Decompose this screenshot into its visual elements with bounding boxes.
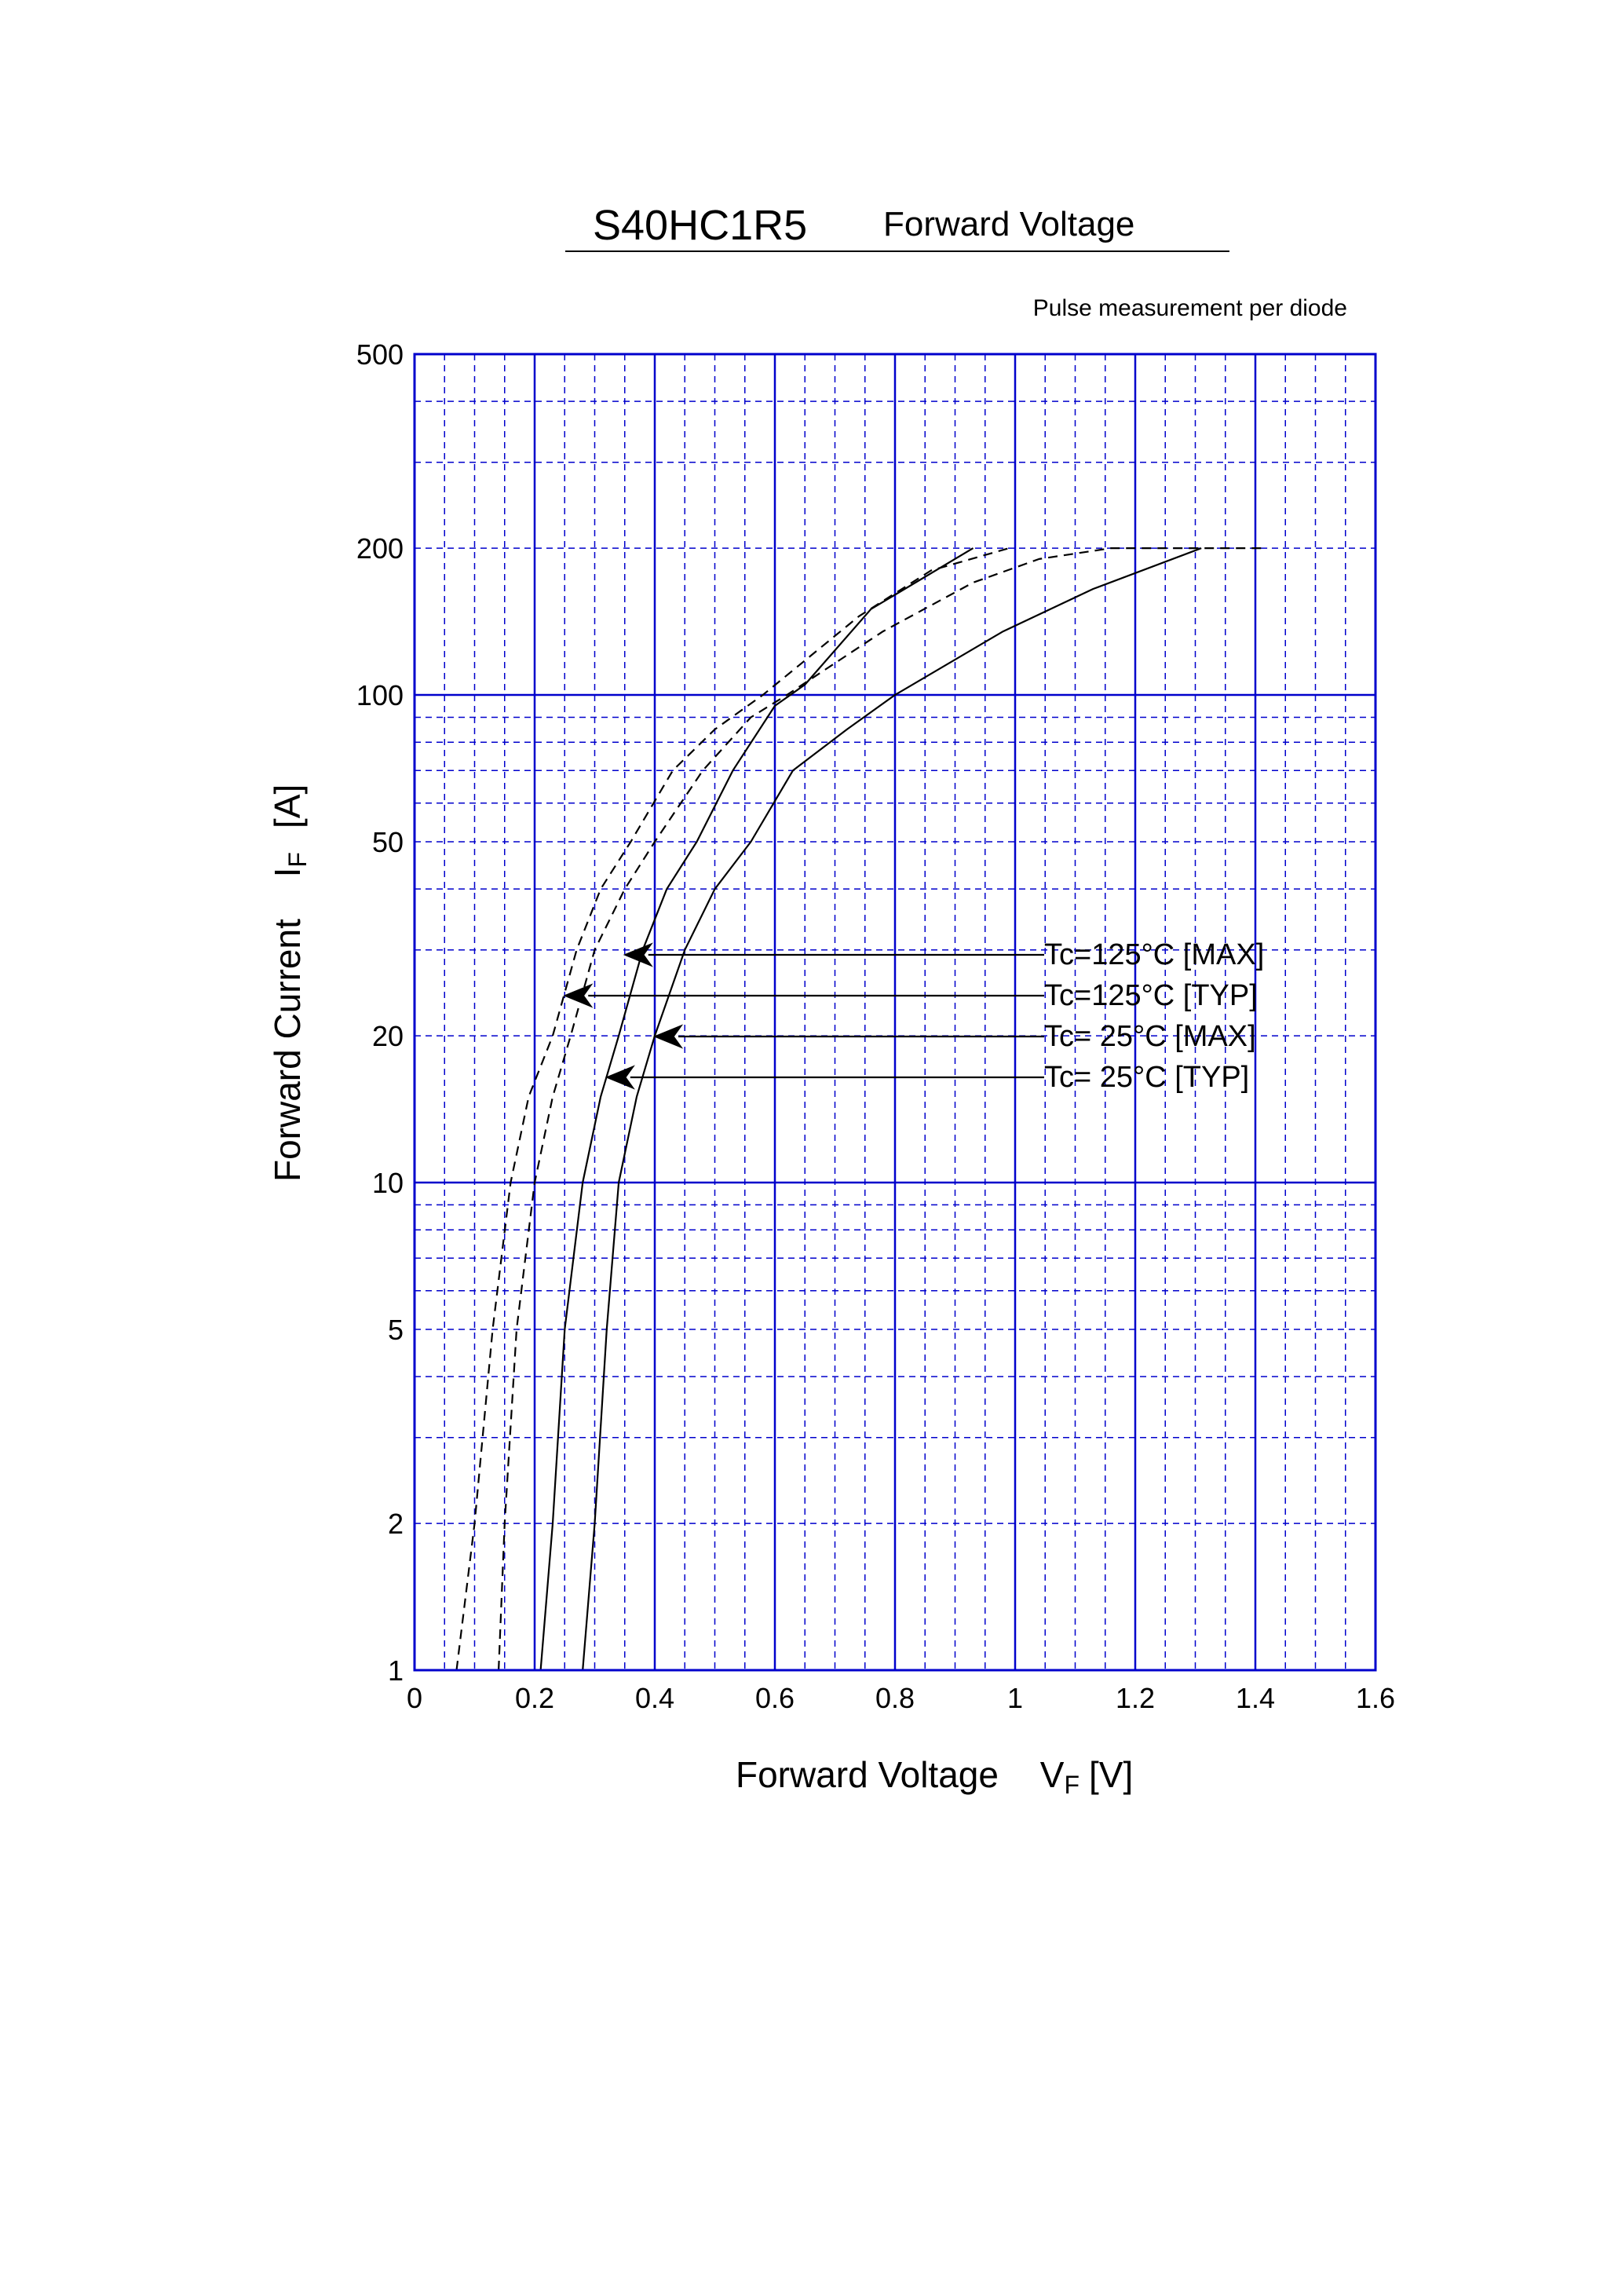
x-tick-label: 0.6 xyxy=(755,1682,795,1714)
annotation-arrowhead xyxy=(653,1024,684,1049)
y-tick-label: 100 xyxy=(356,679,404,711)
x-tick-label: 0.8 xyxy=(875,1682,915,1714)
y-tick-label: 200 xyxy=(356,532,404,565)
x-tick-label: 1.2 xyxy=(1116,1682,1155,1714)
y-axis-subscript: F xyxy=(283,852,312,868)
annotation-arrowhead xyxy=(563,983,594,1008)
series-lines xyxy=(455,547,1268,1671)
x-tick-labels: 0 0.2 0.4 0.6 0.8 1 1.2 1.4 1.6 xyxy=(407,1682,1395,1714)
annotation-label: Tc=125°C [TYP] xyxy=(1044,979,1258,1012)
chart-subtitle: Forward Voltage xyxy=(883,205,1134,243)
plot-frame xyxy=(413,353,1377,1672)
measurement-note: Pulse measurement per diode xyxy=(1033,295,1347,321)
y-tick-label: 10 xyxy=(372,1167,404,1199)
y-axis-label: Forward Current IF [A] xyxy=(267,784,312,1182)
x-tick-label: 1.6 xyxy=(1356,1682,1395,1714)
x-tick-label: 0.4 xyxy=(635,1682,674,1714)
y-tick-label: 50 xyxy=(372,826,404,858)
x-axis-symbol: V xyxy=(1040,1754,1065,1795)
annotation-arrowhead xyxy=(623,942,653,967)
y-tick-label: 1 xyxy=(388,1654,404,1687)
annotation-label: Tc= 25°C [MAX] xyxy=(1044,1020,1256,1053)
x-tick-label: 1.4 xyxy=(1236,1682,1275,1714)
y-axis-unit: [A] xyxy=(267,784,308,828)
x-axis-label: Forward Voltage VF [V] xyxy=(736,1754,1133,1799)
y-tick-labels: 1 2 5 10 20 50 100 200 500 xyxy=(356,338,404,1687)
y-tick-label: 20 xyxy=(372,1020,404,1052)
legend-annotations: Tc=125°C [MAX] Tc=125°C [TYP] Tc= 25°C [MA… xyxy=(563,938,1264,1094)
series-line xyxy=(498,547,1268,1671)
svg-text:Forward Voltage VF[V]: Forward Voltage VF [V] xyxy=(736,1754,1133,1799)
series-line xyxy=(455,547,1010,1671)
chart-title: S40HC1R5 xyxy=(593,202,807,249)
x-tick-label: 0.2 xyxy=(515,1682,554,1714)
x-tick-label: 1 xyxy=(1007,1682,1023,1714)
annotation-arrowhead xyxy=(605,1065,635,1090)
series-line xyxy=(539,547,974,1671)
x-axis-main: Forward Voltage xyxy=(736,1754,999,1795)
y-tick-label: 2 xyxy=(388,1508,404,1540)
x-axis-unit: [V] xyxy=(1089,1754,1133,1795)
x-axis-subscript: F xyxy=(1064,1771,1080,1799)
x-tick-label: 0 xyxy=(407,1682,422,1714)
svg-text:Forward Current IF[A]: Forward Current IF [A] xyxy=(267,784,312,1182)
series-line xyxy=(582,547,1202,1671)
annotation-label: Tc=125°C [MAX] xyxy=(1044,938,1264,971)
y-tick-label: 5 xyxy=(388,1314,404,1346)
y-axis-symbol: I xyxy=(267,868,308,878)
annotation-label: Tc= 25°C [TYP] xyxy=(1044,1061,1249,1094)
y-axis-main: Forward Current xyxy=(267,919,308,1182)
y-tick-label: 500 xyxy=(356,338,404,371)
